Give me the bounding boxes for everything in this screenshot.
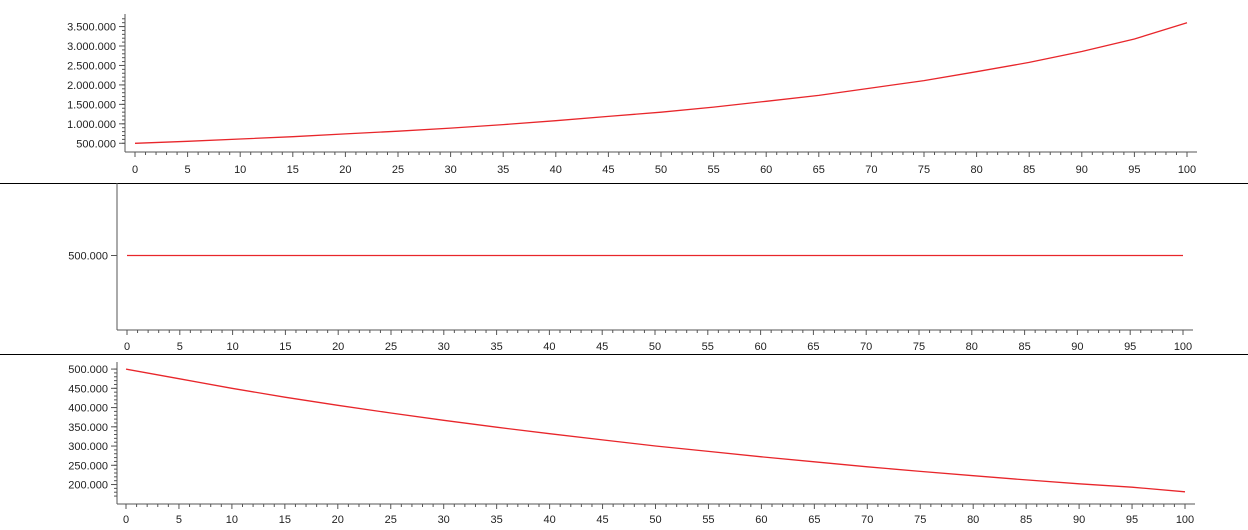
x-tick-label: 5	[177, 341, 183, 353]
y-tick-label: 3.500.000	[67, 22, 116, 34]
x-tick-label: 45	[602, 164, 614, 176]
chart-1: 0 5 10 15 20 25 30 35 40 45 50 55 60 65 70 75 80 85 90 95 10…	[67, 14, 1197, 176]
y-tick-label: 3.000.000	[67, 41, 116, 53]
x-tick-label: 80	[966, 341, 978, 353]
x-tick-label: 20	[332, 514, 344, 525]
x-tick-label: 10	[226, 514, 238, 525]
x-tick-label: 75	[913, 341, 925, 353]
x-tick-label: 95	[1128, 164, 1140, 176]
x-tick-label: 0	[124, 341, 130, 353]
y-tick-label: 2.500.000	[67, 60, 116, 72]
panel-divider-2	[0, 354, 1248, 355]
x-tick-label: 10	[226, 341, 238, 353]
x-tick-label: 95	[1126, 514, 1138, 525]
x-tick-label: 45	[596, 514, 608, 525]
y-tick-label: 2.000.000	[67, 80, 116, 92]
x-tick-label: 0	[123, 514, 129, 525]
x-tick-label: 15	[279, 341, 291, 353]
y-tick-label: 300.000	[68, 441, 108, 453]
x-tick-label: 90	[1076, 164, 1088, 176]
x-tick-label: 55	[702, 341, 714, 353]
x-tick-label: 40	[543, 514, 555, 525]
panel-divider-1	[0, 183, 1248, 184]
x-tick-label: 85	[1020, 514, 1032, 525]
x-tick-label: 85	[1023, 164, 1035, 176]
x-tick-label: 10	[234, 164, 246, 176]
chart-panel-3: 0 5 10 15 20 25 30 35 40 45 50 55 60 65 70 75 80 85 90 95 10…	[0, 354, 1248, 526]
x-tick-label: 50	[649, 514, 661, 525]
x-tick-label: 70	[861, 514, 873, 525]
x-tick-label: 100	[1178, 164, 1196, 176]
x-tick-label: 20	[332, 341, 344, 353]
x-tick-label: 15	[279, 514, 291, 525]
x-tick-label: 35	[497, 164, 509, 176]
x-tick-label: 25	[392, 164, 404, 176]
y-tick-label: 450.000	[68, 383, 108, 395]
x-tick-label: 85	[1018, 341, 1030, 353]
y-tick-label: 500.000	[68, 251, 108, 263]
x-tick-label: 70	[865, 164, 877, 176]
x-tick-label: 5	[185, 164, 191, 176]
x-tick-label: 100	[1176, 514, 1194, 525]
x-tick-label: 90	[1073, 514, 1085, 525]
y-tick-label: 500.000	[76, 138, 116, 150]
x-tick-label: 40	[543, 341, 555, 353]
x-tick-label: 60	[754, 341, 766, 353]
y-tick-label: 400.000	[68, 403, 108, 415]
x-tick-label: 40	[550, 164, 562, 176]
series-line	[134, 22, 1188, 144]
chart-panel-1: 0 5 10 15 20 25 30 35 40 45 50 55 60 65 70 75 80 85 90 95 10…	[0, 0, 1248, 183]
x-tick-label: 55	[707, 164, 719, 176]
x-tick-label: 35	[491, 514, 503, 525]
x-tick-label: 60	[755, 514, 767, 525]
chart-2: 0 5 10 15 20 25 30 35 40 45 50 55 60 65 70 75 80 85 90 95 10…	[68, 183, 1193, 353]
y-tick-label: 1.000.000	[67, 119, 116, 131]
y-tick-label: 250.000	[68, 460, 108, 472]
series-line	[125, 368, 1186, 493]
x-tick-label: 25	[385, 514, 397, 525]
x-tick-label: 20	[339, 164, 351, 176]
y-tick-label: 350.000	[68, 422, 108, 434]
x-tick-label: 30	[438, 514, 450, 525]
x-tick-label: 100	[1174, 341, 1192, 353]
x-tick-label: 60	[760, 164, 772, 176]
x-tick-label: 55	[702, 514, 714, 525]
x-tick-label: 70	[860, 341, 872, 353]
x-tick-label: 50	[655, 164, 667, 176]
x-tick-label: 30	[438, 341, 450, 353]
x-tick-label: 80	[967, 514, 979, 525]
x-tick-label: 65	[808, 514, 820, 525]
x-tick-label: 65	[807, 341, 819, 353]
y-tick-label: 1.500.000	[67, 99, 116, 111]
x-tick-label: 65	[813, 164, 825, 176]
x-tick-label: 35	[490, 341, 502, 353]
x-tick-label: 45	[596, 341, 608, 353]
x-tick-label: 80	[970, 164, 982, 176]
chart-3: 0 5 10 15 20 25 30 35 40 45 50 55 60 65 70 75 80 85 90 95 10…	[68, 362, 1195, 526]
x-tick-label: 75	[914, 514, 926, 525]
x-tick-label: 25	[385, 341, 397, 353]
x-tick-label: 0	[132, 164, 138, 176]
y-tick-label: 500.000	[68, 364, 108, 376]
x-tick-label: 5	[176, 514, 182, 525]
x-tick-label: 90	[1071, 341, 1083, 353]
x-tick-label: 75	[918, 164, 930, 176]
x-tick-label: 30	[444, 164, 456, 176]
x-tick-label: 95	[1124, 341, 1136, 353]
x-tick-label: 50	[649, 341, 661, 353]
y-tick-label: 200.000	[68, 480, 108, 492]
x-tick-label: 15	[287, 164, 299, 176]
chart-panel-2: 0 5 10 15 20 25 30 35 40 45 50 55 60 65 70 75 80 85 90 95 10…	[0, 183, 1248, 354]
